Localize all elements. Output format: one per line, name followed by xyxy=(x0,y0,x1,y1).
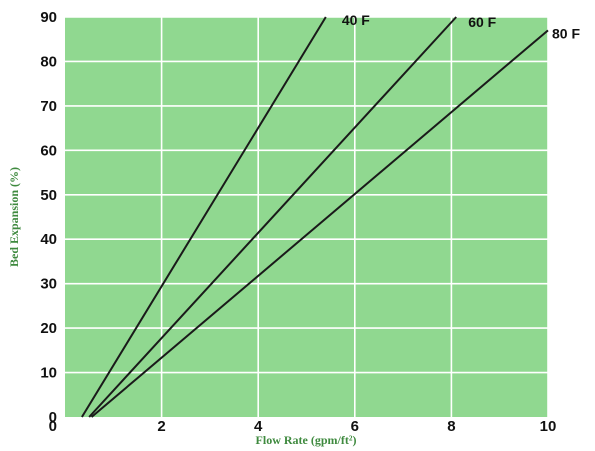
series-line xyxy=(90,29,549,418)
x-tick-label: 10 xyxy=(540,418,557,435)
series-line xyxy=(88,16,457,418)
y-tick-label: 70 xyxy=(40,98,57,115)
y-tick-label: 50 xyxy=(40,187,57,204)
x-axis-ticks: 0 2 4 6 8 10 xyxy=(49,418,557,435)
x-tick-label: 8 xyxy=(447,418,455,435)
x-tick-label: 6 xyxy=(351,418,359,435)
y-tick-label: 30 xyxy=(40,276,57,293)
series-lines xyxy=(81,16,549,418)
series-label: 80 F xyxy=(552,25,580,41)
series-line xyxy=(81,16,327,418)
y-tick-label: 0 xyxy=(49,409,57,426)
series-label: 40 F xyxy=(342,12,370,28)
x-tick-label: 2 xyxy=(157,418,165,435)
series-label: 60 F xyxy=(468,14,496,30)
x-tick-label: 0 xyxy=(49,418,57,435)
plot-area xyxy=(65,17,548,417)
series-labels: 40 F 60 F 80 F xyxy=(342,12,581,41)
y-axis-ticks: 0 10 20 30 40 50 60 70 80 90 xyxy=(40,9,57,426)
x-axis-label: Flow Rate (gpm/ft²) xyxy=(256,433,357,447)
gridlines xyxy=(65,16,549,417)
y-tick-label: 80 xyxy=(40,53,57,70)
x-tick-label: 4 xyxy=(254,418,263,435)
y-tick-label: 40 xyxy=(40,231,57,248)
y-tick-label: 60 xyxy=(40,142,57,159)
y-tick-label: 20 xyxy=(40,320,57,337)
y-tick-label: 90 xyxy=(40,9,57,26)
y-axis-label: Bed Expansion (%) xyxy=(7,167,21,267)
y-tick-label: 10 xyxy=(40,365,57,382)
